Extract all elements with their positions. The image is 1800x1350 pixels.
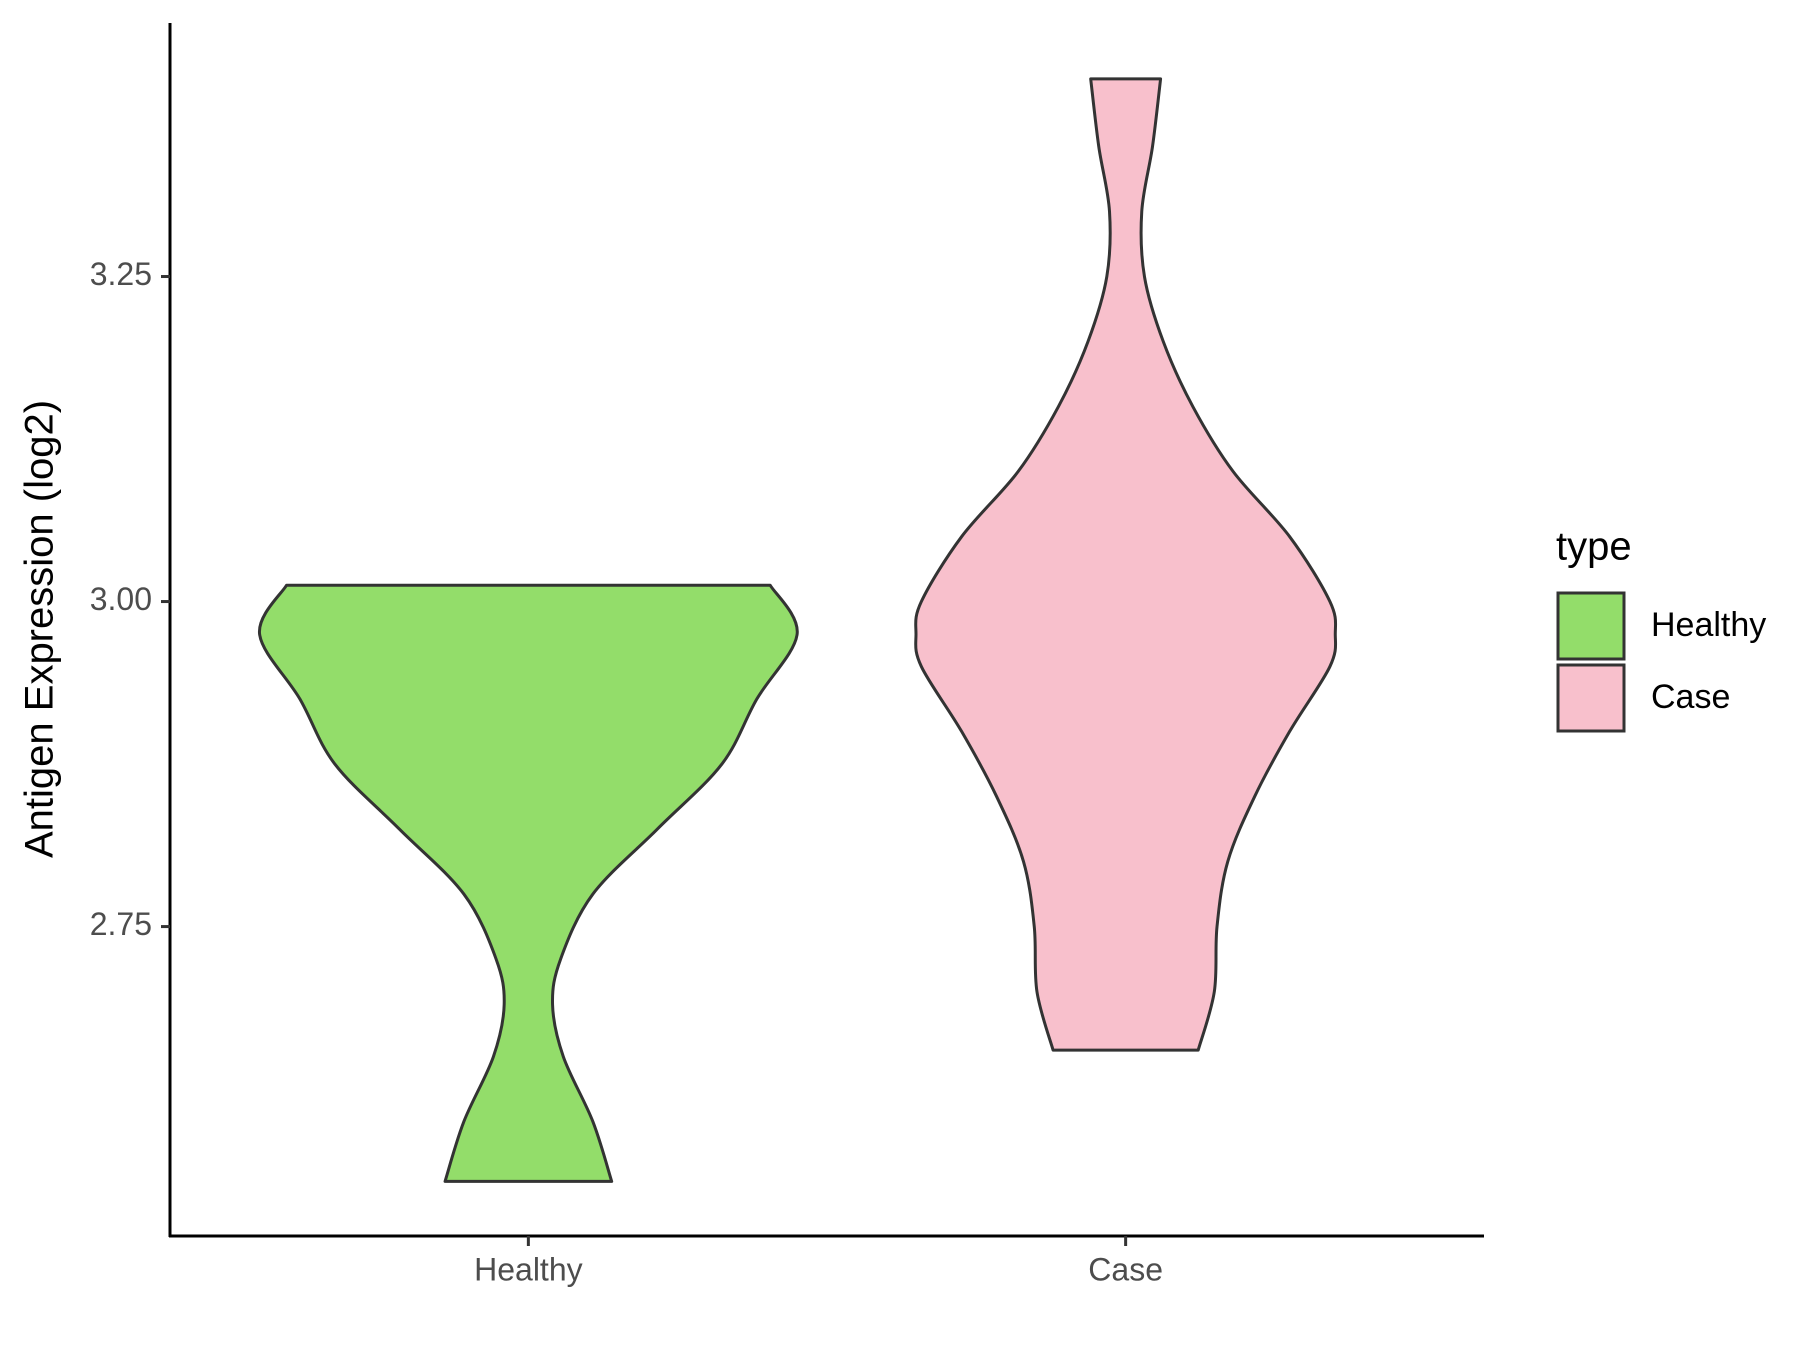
legend-label: Healthy — [1651, 606, 1766, 644]
violin — [258, 583, 799, 1183]
y-axis-title: Antigen Expression (log2) — [18, 400, 62, 858]
violin — [914, 77, 1338, 1052]
y-tick-label: 2.75 — [90, 906, 152, 942]
legend-label: Case — [1651, 678, 1730, 716]
legend-swatch — [1556, 663, 1626, 733]
y-tick-label: 3.00 — [90, 581, 152, 617]
x-tick-label: Case — [1088, 1251, 1163, 1287]
x-tick-label: Healthy — [474, 1251, 583, 1287]
legend-title: type — [1556, 525, 1632, 569]
legend-swatch — [1556, 591, 1626, 661]
y-tick-label: 3.25 — [90, 256, 152, 292]
